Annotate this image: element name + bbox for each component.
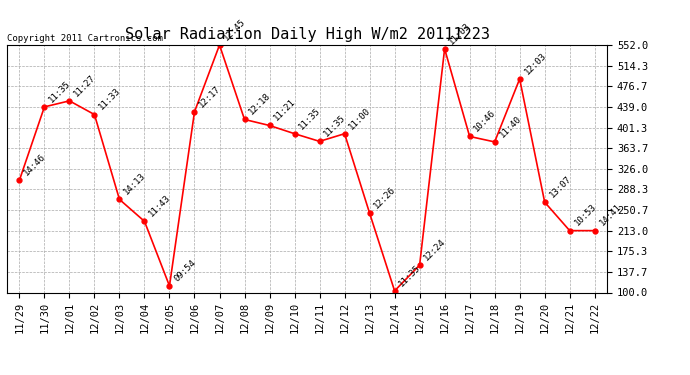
Text: 11:35: 11:35	[322, 113, 348, 139]
Text: 11:35: 11:35	[297, 105, 323, 131]
Text: 11:21: 11:21	[273, 98, 297, 123]
Text: 12:24: 12:24	[422, 237, 448, 262]
Text: 10:46: 10:46	[473, 108, 497, 134]
Title: Solar Radiation Daily High W/m2 20111223: Solar Radiation Daily High W/m2 20111223	[125, 27, 489, 42]
Text: 12:26: 12:26	[373, 185, 397, 210]
Text: 11:43: 11:43	[147, 193, 172, 219]
Text: 11:35: 11:35	[397, 263, 423, 288]
Text: 13:07: 13:07	[547, 174, 573, 200]
Text: 12:17: 12:17	[197, 84, 223, 109]
Text: 11:40: 11:40	[497, 114, 523, 139]
Text: 11:35: 11:35	[47, 79, 72, 104]
Text: 11:03: 11:03	[447, 21, 473, 46]
Text: 11:33: 11:33	[97, 86, 123, 112]
Text: 09:54: 09:54	[172, 258, 197, 283]
Text: 12:03: 12:03	[522, 51, 548, 76]
Text: 10:53: 10:53	[573, 202, 598, 228]
Text: 14:41: 14:41	[598, 202, 623, 228]
Text: 12:45: 12:45	[222, 17, 248, 42]
Text: Copyright 2011 Cartronics.com: Copyright 2011 Cartronics.com	[7, 33, 163, 42]
Text: 12:18: 12:18	[247, 92, 273, 117]
Text: 14:13: 14:13	[122, 171, 148, 196]
Text: 11:00: 11:00	[347, 105, 373, 131]
Text: 14:46: 14:46	[22, 152, 48, 177]
Text: 11:27: 11:27	[72, 73, 97, 98]
